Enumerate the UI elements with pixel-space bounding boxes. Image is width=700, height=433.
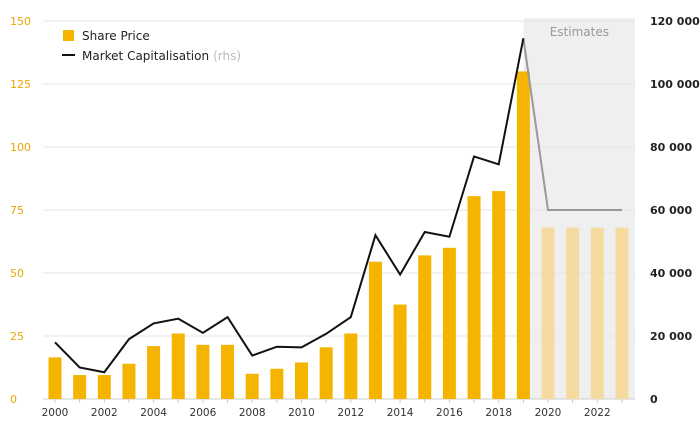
left-axis-ticks: 0 25 50 75 100 125 150 <box>10 15 31 406</box>
x-tick-label: 2006 <box>190 407 217 419</box>
share-price-bar <box>492 191 506 399</box>
market-cap-line <box>54 38 622 374</box>
market-cap-line-estimate <box>522 38 622 211</box>
right-tick-label: 80 000 <box>650 141 692 154</box>
gridlines <box>43 20 635 400</box>
share-price-bar <box>590 227 604 399</box>
share-price-bar <box>467 196 481 399</box>
share-price-bar <box>245 373 259 399</box>
x-axis: 2000 2002 2004 2006 2008 2010 2012 2014 2016 2018… <box>42 399 623 419</box>
share-price-bar <box>221 344 235 399</box>
legend-share-price-swatch <box>63 30 74 41</box>
share-price-bar <box>270 368 284 399</box>
left-tick-label: 75 <box>10 204 24 217</box>
x-tick-label: 2022 <box>584 407 611 419</box>
share-price-bar <box>147 346 161 399</box>
x-tick-label: 2010 <box>288 407 315 419</box>
share-price-bar <box>48 357 62 399</box>
left-tick-label: 150 <box>10 15 31 28</box>
right-tick-label: 120 000 <box>650 15 700 28</box>
x-tick-label: 2000 <box>42 407 69 419</box>
share-price-bar <box>541 227 555 399</box>
share-price-bar <box>566 227 580 399</box>
x-tick-label: 2002 <box>91 407 118 419</box>
left-tick-label: 100 <box>10 141 31 154</box>
x-tick-label: 2018 <box>485 407 512 419</box>
x-tick-label: 2016 <box>436 407 463 419</box>
x-tick-label: 2020 <box>535 407 562 419</box>
x-tick-label: 2014 <box>387 407 414 419</box>
right-tick-label: 100 000 <box>650 78 700 91</box>
share-price-bar <box>295 362 308 399</box>
share-price-bar <box>615 227 629 399</box>
right-tick-label: 0 <box>650 393 658 406</box>
share-price-bar <box>97 375 111 399</box>
right-axis-ticks: 0 20 000 40 000 60 000 80 000 100 000 120 000 <box>650 15 700 406</box>
legend-share-price-label: Share Price <box>82 29 150 43</box>
legend-market-cap-label: Market Capitalisation (rhs) <box>82 49 241 63</box>
x-tick-label: 2004 <box>140 407 167 419</box>
left-tick-label: 0 <box>10 393 17 406</box>
legend-market-cap-suffix: (rhs) <box>213 49 241 63</box>
x-tick-label: 2008 <box>239 407 266 419</box>
share-price-bar <box>196 344 210 399</box>
share-price-bar <box>418 255 432 399</box>
legend-market-cap-name: Market Capitalisation <box>82 49 209 63</box>
left-tick-label: 125 <box>10 78 31 91</box>
left-tick-label: 25 <box>10 330 24 343</box>
estimates-label: Estimates <box>550 25 609 39</box>
share-price-bar <box>171 333 185 399</box>
share-price-bar <box>393 304 407 399</box>
right-tick-label: 40 000 <box>650 267 692 280</box>
share-price-bar <box>73 375 87 399</box>
left-tick-label: 50 <box>10 267 24 280</box>
right-tick-label: 60 000 <box>650 204 692 217</box>
x-tick-label: 2012 <box>337 407 364 419</box>
market-cap-line-actual <box>54 38 525 374</box>
share-price-bar <box>368 261 382 399</box>
legend: Share Price Market Capitalisation (rhs) <box>62 29 241 63</box>
share-price-bar <box>442 247 456 399</box>
share-price-bars <box>48 71 629 400</box>
share-price-bar <box>344 333 358 399</box>
share-price-bar <box>516 71 530 400</box>
share-price-bar <box>122 363 136 399</box>
right-tick-label: 20 000 <box>650 330 692 343</box>
share-price-bar <box>319 347 333 399</box>
